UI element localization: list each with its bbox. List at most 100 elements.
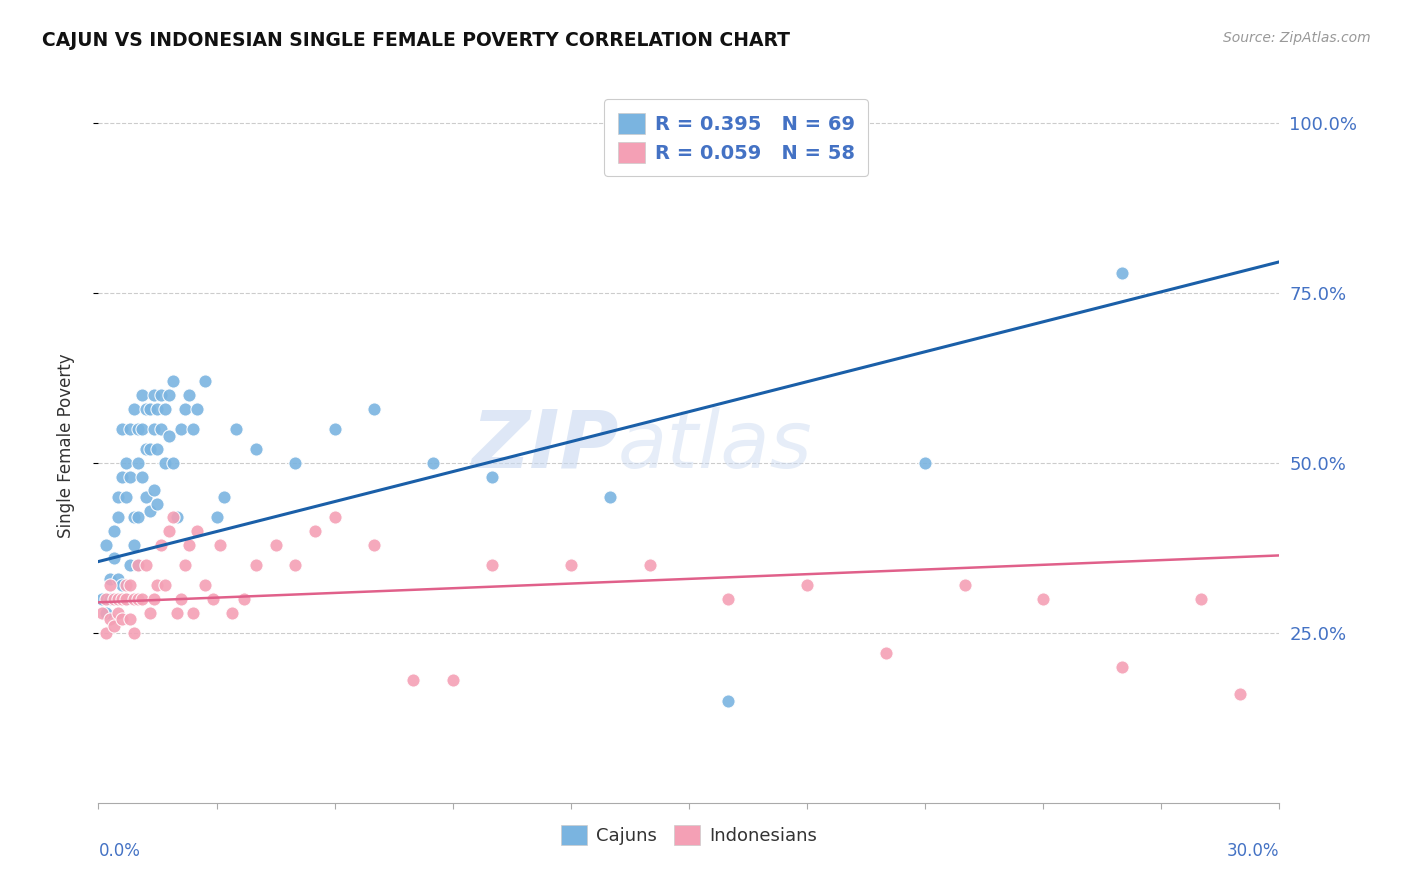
Point xyxy=(181,422,204,436)
Point xyxy=(131,388,153,402)
Point xyxy=(599,490,621,504)
Point xyxy=(135,490,157,504)
Text: Source: ZipAtlas.com: Source: ZipAtlas.com xyxy=(1223,31,1371,45)
Point xyxy=(1111,660,1133,674)
Point xyxy=(796,578,818,592)
Point xyxy=(214,490,236,504)
Point xyxy=(111,469,134,483)
Point xyxy=(441,673,464,688)
Point xyxy=(138,401,160,416)
Point xyxy=(98,572,121,586)
Point xyxy=(162,456,184,470)
Point xyxy=(98,578,121,592)
Point xyxy=(91,591,114,606)
Point xyxy=(107,606,129,620)
Point xyxy=(127,558,149,572)
Point xyxy=(1189,591,1212,606)
Text: 0.0%: 0.0% xyxy=(98,842,141,860)
Point xyxy=(323,422,346,436)
Point xyxy=(115,456,138,470)
Point xyxy=(127,510,149,524)
Point xyxy=(166,510,188,524)
Point xyxy=(107,510,129,524)
Point xyxy=(91,606,114,620)
Point xyxy=(135,401,157,416)
Point xyxy=(638,558,661,572)
Point xyxy=(115,490,138,504)
Point xyxy=(150,388,173,402)
Point xyxy=(170,591,193,606)
Point xyxy=(875,646,897,660)
Point xyxy=(194,578,217,592)
Point xyxy=(107,490,129,504)
Point xyxy=(118,558,141,572)
Point xyxy=(481,469,503,483)
Point xyxy=(135,442,157,457)
Point xyxy=(162,510,184,524)
Point xyxy=(209,537,232,551)
Point xyxy=(127,558,149,572)
Point xyxy=(118,469,141,483)
Point xyxy=(174,401,197,416)
Point xyxy=(138,606,160,620)
Point xyxy=(103,551,125,566)
Point xyxy=(177,388,200,402)
Point xyxy=(422,456,444,470)
Point xyxy=(131,422,153,436)
Point xyxy=(98,612,121,626)
Point xyxy=(122,591,145,606)
Point xyxy=(157,429,180,443)
Point xyxy=(127,591,149,606)
Point xyxy=(157,388,180,402)
Point xyxy=(157,524,180,538)
Point xyxy=(118,578,141,592)
Y-axis label: Single Female Poverty: Single Female Poverty xyxy=(56,354,75,538)
Point xyxy=(96,606,118,620)
Point xyxy=(1032,591,1054,606)
Point xyxy=(142,422,165,436)
Point xyxy=(1229,687,1251,701)
Point xyxy=(111,612,134,626)
Point xyxy=(118,612,141,626)
Point xyxy=(155,401,177,416)
Point xyxy=(122,510,145,524)
Point xyxy=(96,537,118,551)
Point xyxy=(221,606,243,620)
Point xyxy=(914,456,936,470)
Point xyxy=(146,401,169,416)
Point xyxy=(122,537,145,551)
Point xyxy=(174,558,197,572)
Point xyxy=(233,591,256,606)
Point xyxy=(98,591,121,606)
Point xyxy=(205,510,228,524)
Point xyxy=(115,591,138,606)
Point xyxy=(170,422,193,436)
Point xyxy=(146,497,169,511)
Point xyxy=(717,694,740,708)
Point xyxy=(103,619,125,633)
Point xyxy=(118,422,141,436)
Point xyxy=(186,401,208,416)
Point xyxy=(194,375,217,389)
Point xyxy=(162,375,184,389)
Point xyxy=(146,578,169,592)
Point xyxy=(127,456,149,470)
Point xyxy=(245,442,267,457)
Point xyxy=(1111,266,1133,280)
Point xyxy=(115,591,138,606)
Point xyxy=(155,456,177,470)
Point xyxy=(264,537,287,551)
Point xyxy=(135,558,157,572)
Point xyxy=(111,422,134,436)
Point xyxy=(402,673,425,688)
Point xyxy=(142,483,165,498)
Point xyxy=(103,591,125,606)
Point xyxy=(127,422,149,436)
Text: ZIP: ZIP xyxy=(471,407,619,485)
Point xyxy=(363,401,385,416)
Point xyxy=(111,591,134,606)
Point xyxy=(304,524,326,538)
Point xyxy=(142,388,165,402)
Point xyxy=(131,591,153,606)
Point xyxy=(111,578,134,592)
